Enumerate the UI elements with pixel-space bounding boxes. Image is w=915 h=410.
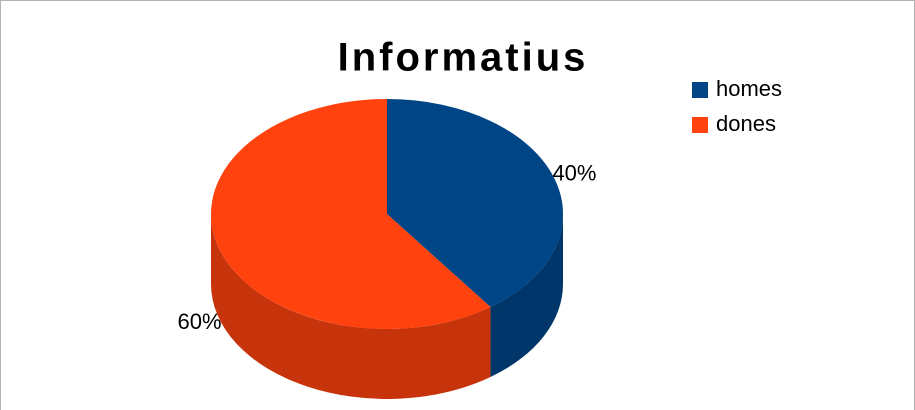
pie-slice	[210, 99, 491, 330]
legend-swatch	[692, 117, 708, 133]
pie-side	[490, 214, 563, 378]
value-label: 40%	[552, 161, 596, 186]
pie-slice	[387, 99, 563, 308]
legend-label: homes	[716, 76, 782, 101]
pie-side	[211, 214, 491, 399]
value-label: 60%	[178, 309, 222, 334]
legend-label: dones	[716, 111, 776, 136]
legend-swatch	[692, 82, 708, 98]
chart-title: Informatius	[338, 36, 589, 80]
